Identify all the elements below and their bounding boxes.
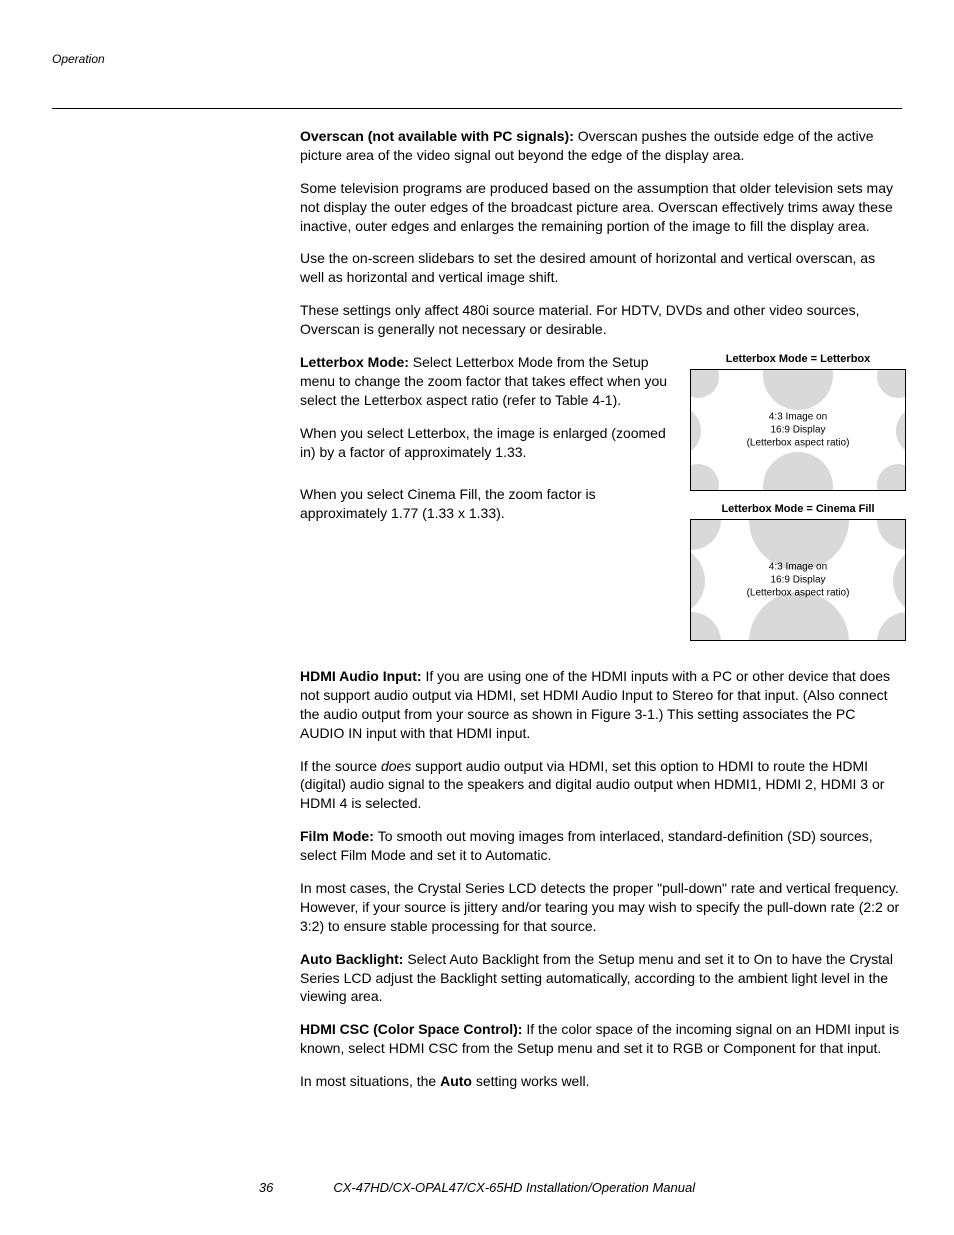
content-column: Overscan (not available with PC signals)… <box>300 127 902 1091</box>
page-number: 36 <box>259 1180 273 1195</box>
hdmi-audio-p1: HDMI Audio Input: If you are using one o… <box>300 667 902 743</box>
footer: 36 CX-47HD/CX-OPAL47/CX-65HD Installation… <box>52 1180 902 1195</box>
diagram-circle <box>877 369 906 398</box>
film-mode-p1-text: To smooth out moving images from interla… <box>300 828 873 863</box>
diagram1-line3: (Letterbox aspect ratio) <box>747 438 850 449</box>
hdmi-csc-p2c: setting works well. <box>472 1073 589 1089</box>
letterbox-p1: Letterbox Mode: Select Letterbox Mode fr… <box>300 353 670 410</box>
hdmi-csc-heading: HDMI CSC (Color Space Control): <box>300 1021 526 1037</box>
diagram2-title: Letterbox Mode = Cinema Fill <box>690 503 906 515</box>
hdmi-csc-p2: In most situations, the Auto setting wor… <box>300 1072 902 1091</box>
film-mode-heading: Film Mode: <box>300 828 378 844</box>
page: Operation Overscan (not available with P… <box>0 0 954 1235</box>
diagram-circle <box>877 519 906 550</box>
letterbox-section: Letterbox Mode: Select Letterbox Mode fr… <box>300 353 902 653</box>
hdmi-csc-p2a: In most situations, the <box>300 1073 440 1089</box>
hdmi-audio-p2b: does <box>381 758 411 774</box>
diagram-circle <box>690 369 719 398</box>
header-section: Operation <box>52 52 902 66</box>
overscan-p1: Overscan (not available with PC signals)… <box>300 127 902 165</box>
letterbox-diagrams: Letterbox Mode = Letterbox 4:3 Image on … <box>690 353 906 653</box>
diagram2-line3: (Letterbox aspect ratio) <box>747 588 850 599</box>
diagram1-line2: 16:9 Display <box>770 425 825 436</box>
overscan-p2: Some television programs are produced ba… <box>300 179 902 236</box>
film-mode-p1: Film Mode: To smooth out moving images f… <box>300 827 902 865</box>
diagram-circle <box>763 452 833 491</box>
diagram-circle <box>763 369 833 410</box>
auto-backlight-heading: Auto Backlight: <box>300 951 407 967</box>
film-mode-p2: In most cases, the Crystal Series LCD de… <box>300 879 902 936</box>
hdmi-csc-p2b: Auto <box>440 1073 472 1089</box>
diagram1-title: Letterbox Mode = Letterbox <box>690 353 906 365</box>
hdmi-audio-p2: If the source does support audio output … <box>300 757 902 814</box>
overscan-heading: Overscan (not available with PC signals)… <box>300 128 578 144</box>
diagram2-text: 4:3 Image on 16:9 Display (Letterbox asp… <box>747 561 850 600</box>
diagram-circle <box>690 519 721 550</box>
letterbox-text: Letterbox Mode: Select Letterbox Mode fr… <box>300 353 670 653</box>
letterbox-p3: When you select Cinema Fill, the zoom fa… <box>300 485 670 523</box>
hdmi-csc-p1: HDMI CSC (Color Space Control): If the c… <box>300 1020 902 1058</box>
diagram-circle <box>690 406 701 456</box>
diagram-circle <box>896 406 906 456</box>
diagram-circle <box>690 546 705 616</box>
overscan-p4: These settings only affect 480i source m… <box>300 301 902 339</box>
diagram1-text: 4:3 Image on 16:9 Display (Letterbox asp… <box>747 411 850 450</box>
diagram-circle <box>690 464 719 491</box>
diagram1-box: 4:3 Image on 16:9 Display (Letterbox asp… <box>690 369 906 491</box>
diagram-circle <box>877 464 906 491</box>
letterbox-p2: When you select Letterbox, the image is … <box>300 424 670 462</box>
footer-title: CX-47HD/CX-OPAL47/CX-65HD Installation/O… <box>333 1180 695 1195</box>
diagram-circle <box>690 612 721 641</box>
auto-backlight-p1: Auto Backlight: Select Auto Backlight fr… <box>300 950 902 1007</box>
diagram2-line2: 16:9 Display <box>770 575 825 586</box>
diagram2-line1: 4:3 Image on <box>769 562 827 573</box>
diagram-circle <box>893 546 906 616</box>
diagram1-line1: 4:3 Image on <box>769 412 827 423</box>
header-rule <box>52 108 902 109</box>
letterbox-heading: Letterbox Mode: <box>300 354 413 370</box>
diagram2-box: 4:3 Image on 16:9 Display (Letterbox asp… <box>690 519 906 641</box>
hdmi-audio-p2a: If the source <box>300 758 381 774</box>
hdmi-audio-heading: HDMI Audio Input: <box>300 668 425 684</box>
diagram-circle <box>877 612 906 641</box>
overscan-p3: Use the on-screen slidebars to set the d… <box>300 249 902 287</box>
